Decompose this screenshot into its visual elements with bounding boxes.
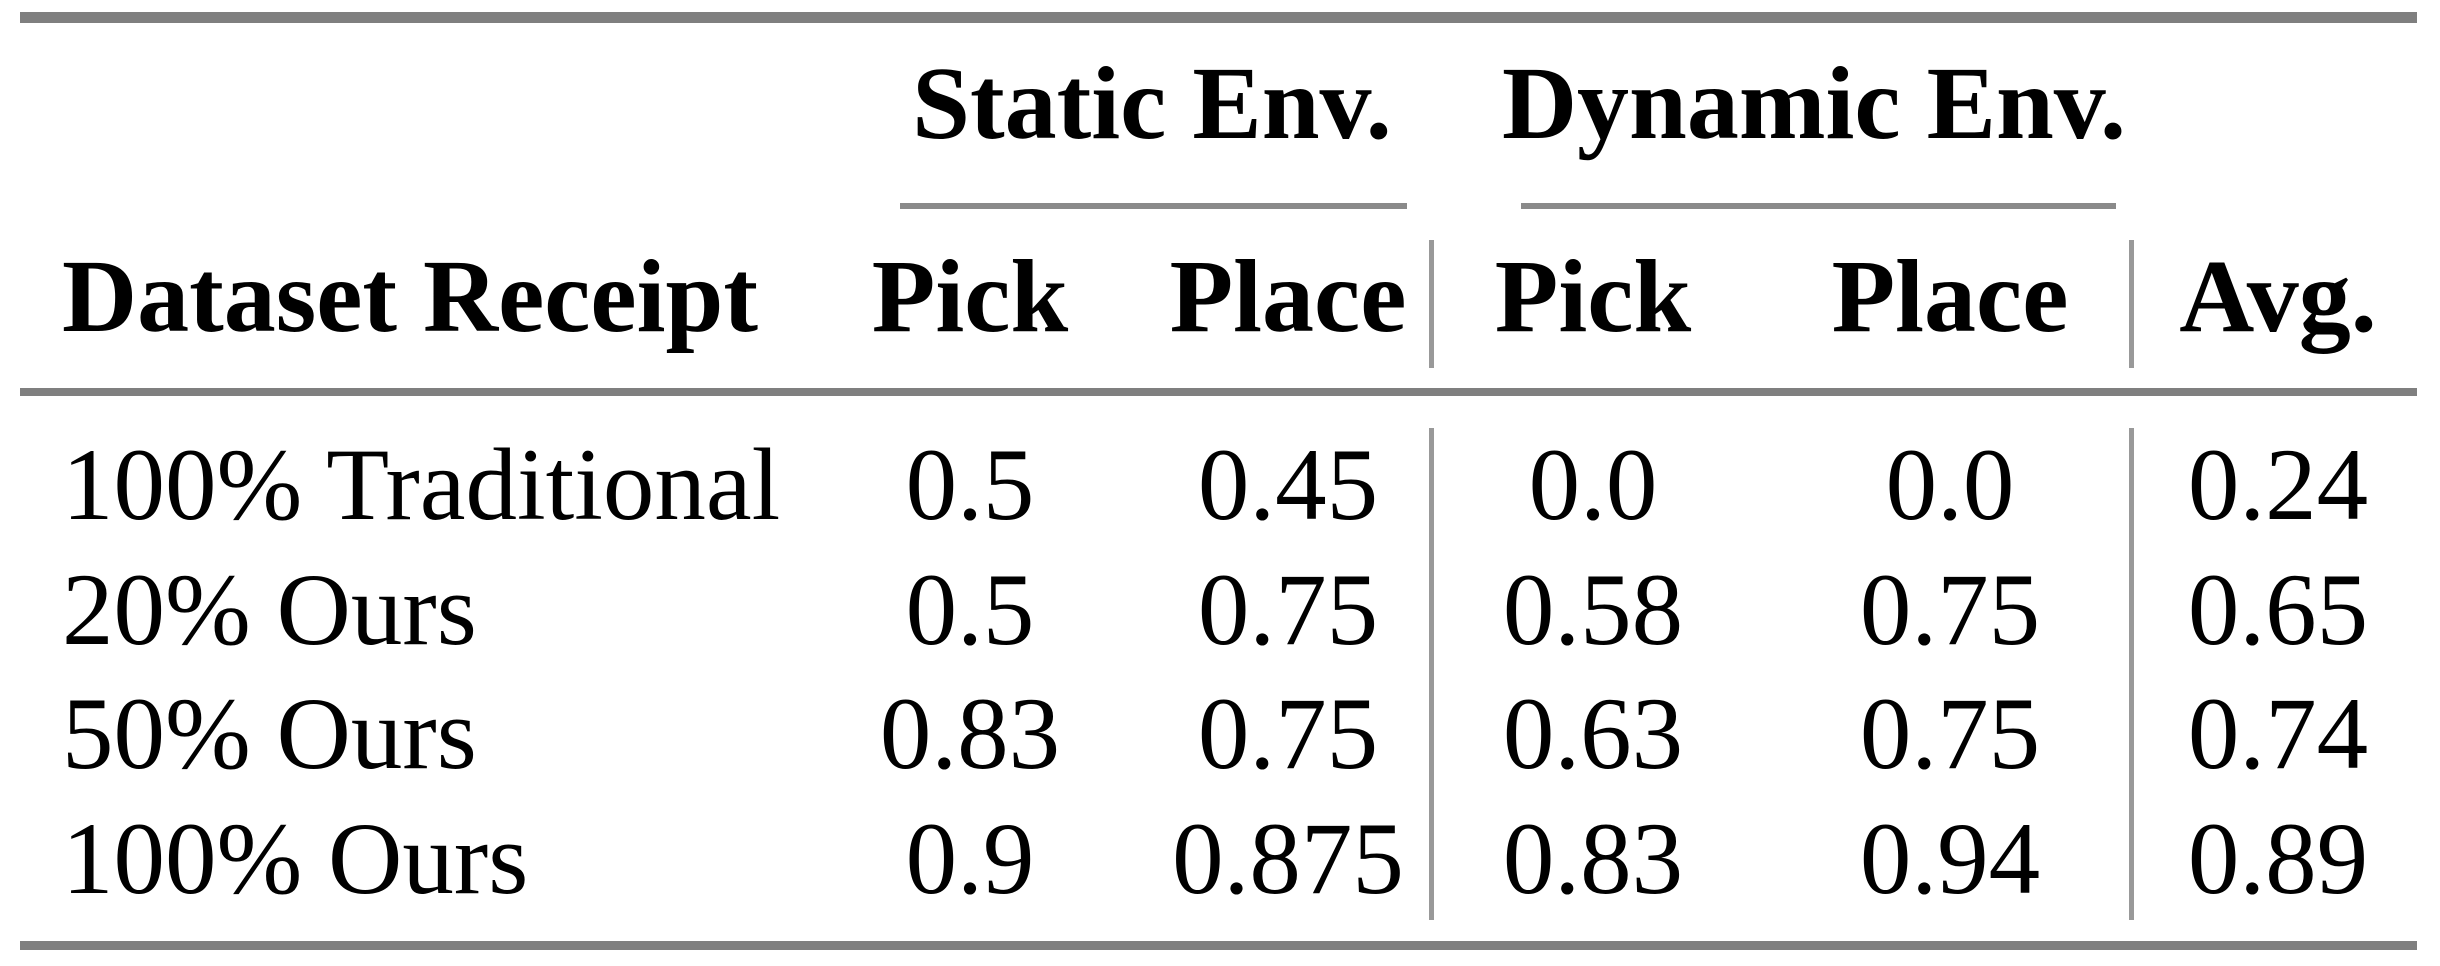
- row-label: 50% Ours: [62, 677, 477, 791]
- column-header-avg: Avg.: [2179, 239, 2377, 354]
- row-label: 100% Traditional: [62, 428, 781, 542]
- cell-avg: 0.24: [2187, 428, 2369, 542]
- vertical-rule-1-body: [1429, 428, 1434, 920]
- cell-static-place: 0.875: [1172, 802, 1404, 916]
- column-header-static-pick: Pick: [871, 239, 1069, 354]
- cell-avg: 0.89: [2187, 802, 2369, 916]
- cell-static-pick: 0.83: [879, 677, 1061, 791]
- mid-rule: [20, 388, 2417, 396]
- cell-dynamic-pick: 0.58: [1502, 553, 1684, 667]
- cmidrule-dynamic-env: [1521, 203, 2116, 209]
- cell-static-pick: 0.9: [905, 802, 1035, 916]
- cell-static-pick: 0.5: [905, 428, 1035, 542]
- row-label: 20% Ours: [62, 553, 477, 667]
- column-header-dynamic-pick: Pick: [1494, 239, 1692, 354]
- column-header-dataset-receipt: Dataset Receipt: [62, 239, 758, 354]
- vertical-rule-1-header: [1429, 240, 1434, 368]
- cell-dynamic-pick: 0.0: [1528, 428, 1658, 542]
- cell-dynamic-pick: 0.83: [1502, 802, 1684, 916]
- bottom-rule: [20, 941, 2417, 950]
- cell-dynamic-place: 0.75: [1859, 553, 2041, 667]
- vertical-rule-2-header: [2129, 240, 2134, 368]
- cell-static-place: 0.75: [1197, 553, 1379, 667]
- cell-static-place: 0.45: [1197, 428, 1379, 542]
- spanner-static-env: Static Env.: [912, 46, 1392, 161]
- cell-dynamic-place: 0.75: [1859, 677, 2041, 791]
- cell-dynamic-pick: 0.63: [1502, 677, 1684, 791]
- cell-static-pick: 0.5: [905, 553, 1035, 667]
- row-label: 100% Ours: [62, 802, 529, 916]
- top-rule: [20, 12, 2417, 23]
- spanner-dynamic-env: Dynamic Env.: [1501, 46, 2127, 161]
- cell-avg: 0.65: [2187, 553, 2369, 667]
- column-header-dynamic-place: Place: [1831, 239, 2069, 354]
- cell-dynamic-place: 0.94: [1859, 802, 2041, 916]
- cell-avg: 0.74: [2187, 677, 2369, 791]
- cmidrule-static-env: [900, 203, 1407, 209]
- cell-dynamic-place: 0.0: [1885, 428, 2015, 542]
- vertical-rule-2-body: [2129, 428, 2134, 920]
- cell-static-place: 0.75: [1197, 677, 1379, 791]
- column-header-static-place: Place: [1169, 239, 1407, 354]
